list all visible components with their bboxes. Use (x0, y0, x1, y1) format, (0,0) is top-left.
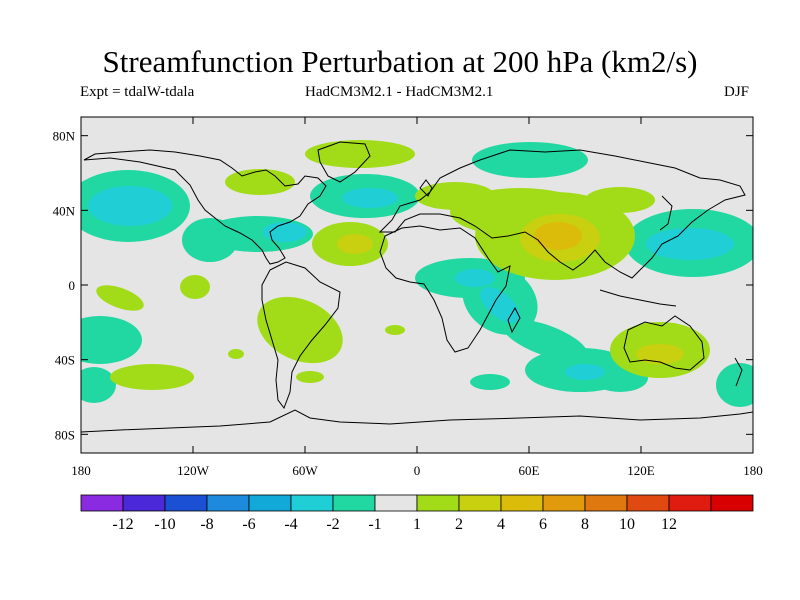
colorbar-label: 6 (539, 516, 547, 533)
colorbar-swatch (164, 494, 208, 512)
colorbar-swatch (668, 494, 712, 512)
coastline-eurasia (378, 149, 746, 279)
lon-tick-label: 60E (519, 463, 540, 478)
longitude-axis: 180 120W 60W 0 60E 120E 180 (71, 117, 763, 478)
colorbar-label: 4 (497, 516, 505, 533)
colorbar-label: 8 (581, 516, 589, 533)
lat-tick-label: 80S (55, 427, 75, 442)
lon-tick-label: 180 (71, 463, 91, 478)
lat-tick-label: 40S (55, 353, 75, 368)
colorbar-swatch (584, 494, 628, 512)
season-label: DJF (724, 84, 750, 100)
colorbar-swatch (458, 494, 502, 512)
colorbar-label: 1 (413, 516, 421, 533)
coastline-british-isles (419, 179, 433, 197)
colorbar-label: -6 (242, 516, 255, 533)
coastline-south-america (261, 261, 341, 410)
colorbar: -12 -10 -8 -6 -4 -2 -1 1 2 4 6 8 10 12 (80, 494, 754, 533)
colorbar-label: -8 (200, 516, 213, 533)
colorbar-swatch (626, 494, 670, 512)
colorbar-label: 10 (619, 516, 635, 533)
coastlines (81, 141, 753, 433)
colorbar-swatch (248, 494, 292, 512)
lat-tick-label: 0 (69, 278, 76, 293)
colorbar-label: 2 (455, 516, 463, 533)
coastline-antarctica (81, 409, 753, 433)
contour-level-pos1 (96, 140, 710, 390)
colorbar-label: -1 (368, 516, 381, 533)
colorbar-swatch (416, 494, 460, 512)
colorbar-label: -10 (154, 516, 175, 533)
colorbar-swatch (542, 494, 586, 512)
colorbar-swatch (374, 494, 418, 512)
colorbar-swatch (80, 494, 124, 512)
lat-tick-label: 40N (53, 203, 76, 218)
lon-tick-label: 0 (414, 463, 421, 478)
lat-tick-label: 80N (53, 129, 76, 144)
coastline-australia (623, 315, 705, 371)
coastline-indonesia (599, 289, 677, 307)
lon-tick-label: 120W (177, 463, 210, 478)
coastline-greenland (317, 141, 371, 183)
coastline-north-america (83, 149, 327, 265)
chart-title: Streamfunction Perturbation at 200 hPa (… (102, 44, 698, 79)
colorbar-swatch (206, 494, 250, 512)
lon-tick-label: 60W (292, 463, 318, 478)
experiment-label: Expt = tdalW-tdala (80, 84, 195, 100)
contour-level-pos4 (534, 222, 582, 250)
coastline-africa (379, 225, 511, 353)
colorbar-swatch (500, 494, 544, 512)
lon-tick-label: 180 (743, 463, 763, 478)
colorbar-swatch (710, 494, 754, 512)
colorbar-label: 12 (661, 516, 677, 533)
latitude-axis: 80N 40N 0 40S 80S (53, 129, 753, 442)
model-label: HadCM3M2.1 - HadCM3M2.1 (305, 84, 494, 100)
colorbar-label: -2 (326, 516, 339, 533)
colorbar-label: -12 (112, 516, 133, 533)
coastline-japan (659, 195, 673, 231)
lon-tick-label: 120E (627, 463, 655, 478)
contour-level-neg2 (88, 186, 734, 380)
colorbar-label: -4 (284, 516, 297, 533)
colorbar-swatch (122, 494, 166, 512)
coastline-new-zealand (734, 357, 743, 387)
coastline-madagascar (507, 306, 521, 334)
colorbar-swatch (290, 494, 334, 512)
colorbar-swatch (332, 494, 376, 512)
